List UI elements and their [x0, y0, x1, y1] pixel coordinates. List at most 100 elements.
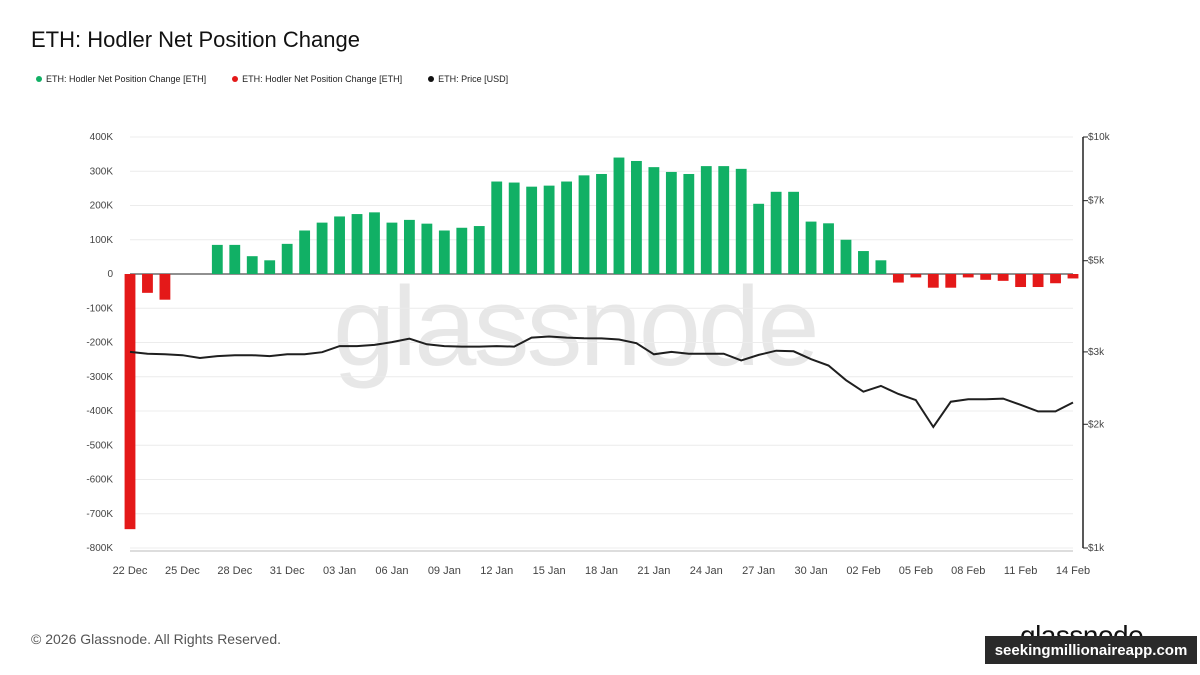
- y-right-tick-label: $10k: [1088, 132, 1111, 143]
- x-tick-label: 30 Jan: [795, 565, 828, 577]
- x-tick-label: 27 Jan: [742, 565, 775, 577]
- y-left-tick-label: -100K: [86, 303, 113, 314]
- y-left-tick-label: 200K: [90, 201, 114, 212]
- bar-positive: [526, 186, 538, 274]
- bar-positive: [369, 212, 380, 274]
- x-tick-label: 08 Feb: [951, 565, 985, 577]
- bar-positive: [491, 181, 503, 274]
- bar-positive: [613, 157, 625, 274]
- x-tick-label: 06 Jan: [375, 565, 408, 577]
- y-left-tick-label: -300K: [86, 372, 113, 383]
- bar-positive: [473, 226, 485, 274]
- y-left-tick-label: 400K: [90, 132, 114, 143]
- x-tick-label: 28 Dec: [217, 565, 252, 577]
- bars: [124, 157, 1079, 530]
- bar-positive: [596, 173, 607, 274]
- bar-positive: [683, 173, 695, 274]
- y-left-tick-label: -800K: [86, 543, 113, 554]
- x-tick-label: 11 Feb: [1004, 565, 1037, 577]
- bar-negative: [124, 274, 136, 530]
- legend-label-positive: ETH: Hodler Net Position Change [ETH]: [46, 74, 207, 84]
- legend-item-negative[interactable]: ETH: Hodler Net Position Change [ETH]: [232, 74, 402, 84]
- bar-positive: [858, 251, 869, 274]
- bar-negative: [980, 274, 992, 280]
- bar-positive: [438, 230, 450, 274]
- x-tick-label: 14 Feb: [1056, 565, 1090, 577]
- bar-positive: [770, 191, 782, 274]
- bar-positive: [211, 244, 223, 274]
- site-watermark: seekingmillionaireapp.com: [985, 636, 1197, 664]
- x-tick-label: 31 Dec: [270, 565, 305, 577]
- bar-negative: [962, 274, 974, 278]
- bar-positive: [281, 243, 293, 274]
- bar-negative: [159, 274, 171, 300]
- bar-positive: [334, 216, 345, 274]
- legend-label-negative: ETH: Hodler Net Position Change [ETH]: [242, 74, 403, 84]
- y-right-tick-label: $5k: [1088, 256, 1105, 267]
- y-right-tick-label: $7k: [1088, 196, 1105, 207]
- bar-positive: [246, 256, 258, 274]
- bar-positive: [665, 171, 677, 274]
- bar-positive: [421, 223, 433, 274]
- bar-positive: [456, 227, 468, 274]
- bar-positive: [875, 260, 887, 274]
- bar-negative: [945, 274, 957, 288]
- y-right-tick-label: $1k: [1088, 543, 1105, 554]
- bar-positive: [351, 214, 363, 274]
- y-left-tick-label: 300K: [90, 166, 114, 177]
- y-left-tick-label: -700K: [86, 509, 113, 520]
- y-right-tick-label: $3k: [1088, 347, 1105, 358]
- y-left-tick-label: 0: [107, 269, 113, 280]
- chart-title: ETH: Hodler Net Position Change: [31, 27, 360, 52]
- bar-positive: [264, 260, 276, 274]
- bar-positive: [700, 166, 712, 274]
- bar-positive: [788, 191, 800, 274]
- legend-dot-positive: [36, 76, 42, 82]
- bar-positive: [403, 219, 415, 274]
- y-left-tick-label: -200K: [86, 338, 113, 349]
- bar-positive: [229, 244, 241, 274]
- bar-positive: [561, 181, 572, 274]
- legend-dot-negative: [232, 76, 239, 82]
- bar-positive: [823, 223, 834, 274]
- bar-positive: [386, 222, 398, 274]
- bar-positive: [543, 185, 555, 274]
- legend: ETH: Hodler Net Position Change [ETH] ET…: [36, 74, 508, 84]
- x-tick-label: 21 Jan: [637, 565, 670, 577]
- footer-copyright: © 2026 Glassnode. All Rights Reserved.: [31, 631, 282, 647]
- x-tick-label: 12 Jan: [480, 565, 513, 577]
- bar-negative: [1050, 274, 1061, 284]
- x-tick-label: 09 Jan: [428, 565, 461, 577]
- bar-positive: [648, 167, 660, 274]
- x-tick-label: 05 Feb: [899, 565, 933, 577]
- bar-positive: [805, 221, 817, 274]
- bar-negative: [1067, 274, 1079, 279]
- legend-item-positive[interactable]: ETH: Hodler Net Position Change [ETH]: [36, 74, 206, 84]
- bar-negative: [910, 274, 922, 278]
- y-left-tick-label: -500K: [86, 440, 113, 451]
- legend-item-price[interactable]: ETH: Price [USD]: [428, 74, 508, 84]
- x-tick-label: 18 Jan: [585, 565, 618, 577]
- bar-negative: [142, 274, 153, 293]
- bar-positive: [316, 222, 328, 274]
- x-tick-label: 02 Feb: [846, 565, 880, 577]
- bar-negative: [927, 274, 939, 288]
- bar-positive: [578, 175, 590, 274]
- bar-positive: [508, 182, 520, 274]
- x-tick-label: 03 Jan: [323, 565, 356, 577]
- x-tick-label: 24 Jan: [690, 565, 723, 577]
- y-left-tick-label: 100K: [90, 235, 114, 246]
- x-axis: 22 Dec 25 Dec 28 Dec 31 Dec 03 Jan 06 Jan 09 J…: [113, 550, 1090, 577]
- y-right-tick-label: $2k: [1088, 419, 1105, 430]
- x-tick-label: 15 Jan: [533, 565, 566, 577]
- bar-negative: [892, 274, 904, 283]
- bar-positive: [735, 168, 747, 274]
- bar-negative: [1015, 274, 1027, 288]
- bar-negative: [1032, 274, 1044, 288]
- y-axis-left: 400K 300K 200K 100K 0 -100K -200K -300K -400K -50…: [86, 132, 113, 554]
- legend-label-price: ETH: Price [USD]: [438, 74, 509, 84]
- x-tick-label: 22 Dec: [113, 565, 148, 577]
- bar-positive: [840, 239, 852, 274]
- price-line: [129, 335, 1074, 429]
